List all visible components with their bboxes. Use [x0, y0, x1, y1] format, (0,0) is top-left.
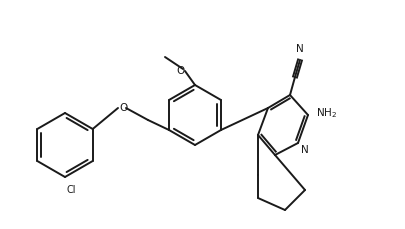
Text: O: O: [119, 103, 127, 113]
Text: Cl: Cl: [67, 185, 76, 195]
Text: O: O: [176, 66, 185, 76]
Text: NH$_2$: NH$_2$: [315, 106, 336, 120]
Text: N: N: [295, 44, 303, 54]
Text: N: N: [300, 145, 308, 155]
